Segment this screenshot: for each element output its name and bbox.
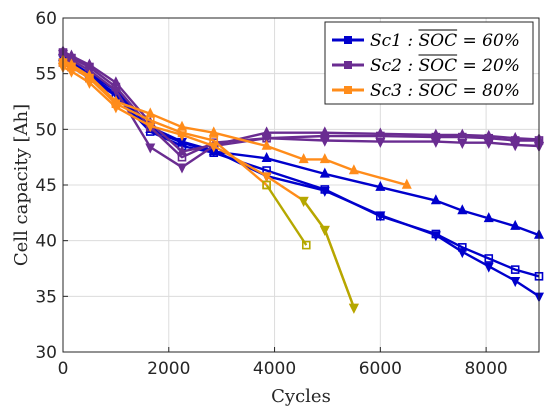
data-point (319, 186, 330, 197)
data-point (301, 240, 311, 250)
data-point (298, 196, 309, 207)
data-point (375, 137, 386, 148)
data-point (510, 277, 521, 288)
data-point (298, 153, 309, 164)
data-point (176, 163, 188, 174)
data-point (176, 120, 188, 131)
legend-marker (344, 86, 352, 94)
data-point (261, 151, 272, 162)
data-point (319, 153, 330, 164)
data-point (319, 167, 330, 178)
y-tick-label: 60 (35, 9, 57, 29)
data-point (261, 139, 272, 150)
data-point (375, 180, 386, 191)
series-line (265, 184, 308, 246)
data-point (375, 211, 386, 222)
data-point (110, 103, 121, 114)
data-point (145, 122, 156, 133)
data-point (483, 212, 494, 223)
y-axis-title: Cell capacity [Ah] (11, 104, 32, 266)
data-point (510, 141, 521, 152)
x-tick-label: 0 (58, 359, 69, 379)
data-point (261, 134, 272, 145)
x-tick-label: 8000 (464, 359, 507, 379)
legend-label: Sc1 : SOC = 60% (370, 31, 520, 51)
legend-marker (344, 36, 352, 44)
tick-labels: 0 2000 4000 6000 8000 30 35 40 45 50 55 60 (35, 9, 507, 379)
y-tick-label: 50 (35, 120, 57, 140)
data-point (484, 254, 494, 263)
data-point (348, 164, 359, 175)
data-point (457, 138, 468, 150)
data-point (110, 86, 121, 97)
series-9 (262, 180, 311, 250)
series-group (57, 45, 545, 314)
y-tick-label: 30 (35, 343, 57, 363)
data-point (208, 142, 219, 153)
x-axis-title: Cycles (271, 386, 331, 407)
data-point (319, 225, 330, 236)
data-point (430, 194, 441, 205)
y-tick-label: 55 (35, 65, 57, 85)
data-point (510, 265, 520, 274)
data-point (176, 131, 188, 142)
data-point (66, 67, 77, 78)
legend-item: Sc3 : SOC = 80% (332, 79, 520, 101)
data-point (348, 303, 359, 314)
data-point (176, 145, 188, 156)
data-point (319, 136, 330, 147)
data-point (430, 137, 441, 148)
legend-item: Sc1 : SOC = 60% (332, 29, 520, 51)
legend-item: Sc2 : SOC = 20% (332, 54, 520, 76)
x-tick-label: 4000 (253, 359, 296, 379)
data-point (483, 262, 494, 273)
legend-label: Sc3 : SOC = 80% (370, 81, 520, 101)
data-point (401, 178, 412, 189)
data-point (457, 204, 468, 215)
data-point (261, 172, 272, 183)
data-point (483, 138, 494, 150)
data-point (177, 152, 187, 162)
legend: Sc1 : SOC = 60% Sc2 : SOC = 20% Sc3 : SOC … (324, 21, 534, 105)
data-point (84, 78, 95, 89)
legend-marker (344, 61, 352, 69)
data-point (208, 126, 219, 137)
y-tick-label: 45 (35, 176, 57, 196)
data-point (262, 180, 271, 190)
data-point (457, 248, 468, 259)
y-tick-label: 35 (35, 287, 57, 307)
y-tick-label: 40 (35, 232, 57, 252)
data-point (510, 219, 521, 230)
data-point (430, 231, 441, 242)
data-point (145, 143, 156, 154)
x-tick-label: 6000 (359, 359, 402, 379)
legend-label: Sc2 : SOC = 20% (370, 56, 520, 76)
series-10 (298, 196, 359, 314)
x-tick-label: 2000 (147, 359, 190, 379)
